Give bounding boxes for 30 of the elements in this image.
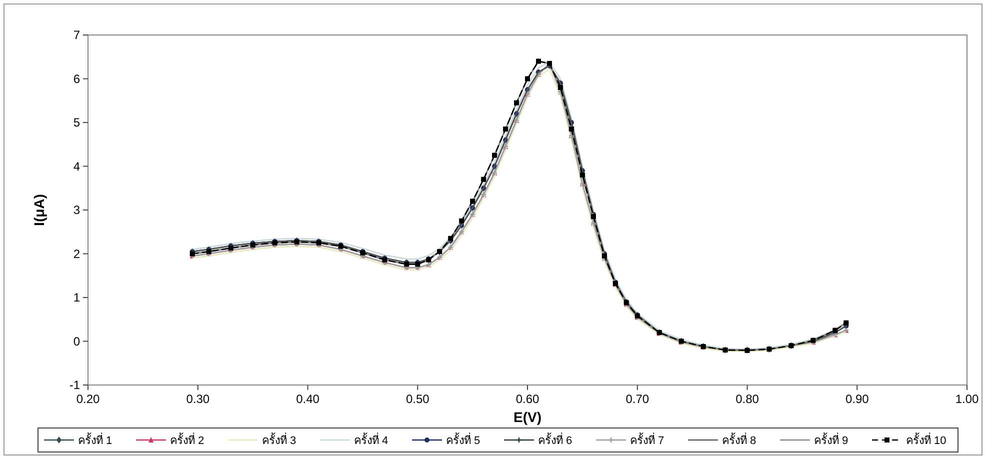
legend-label: ครั้งที่ 6	[538, 432, 572, 447]
y-tick-label: 2	[73, 246, 80, 261]
x-tick-label: 0.70	[626, 392, 650, 406]
y-axis-title: I(μA)	[31, 194, 47, 226]
y-tick-label: 7	[73, 28, 80, 42]
x-axis-title: E(V)	[514, 409, 542, 425]
legend-label: ครั้งที่ 5	[446, 432, 480, 447]
x-tick-label: 0.30	[186, 392, 210, 406]
legend-label: ครั้งที่ 3	[262, 432, 296, 447]
y-tick-label: 3	[73, 203, 80, 217]
x-tick-label: 0.40	[296, 392, 320, 406]
legend-label: ครั้งที่ 7	[630, 432, 664, 447]
legend-label: ครั้งที่ 1	[78, 432, 112, 447]
legend-label: ครั้งที่ 8	[722, 432, 756, 447]
y-tick-label: 4	[73, 159, 80, 174]
y-tick-label: 1	[73, 290, 80, 304]
legend-label: ครั้งที่ 9	[814, 432, 848, 447]
y-tick-label: 6	[73, 72, 80, 86]
legend-label: ครั้งที่ 2	[170, 432, 204, 447]
x-tick-label: 0.90	[845, 392, 870, 406]
y-tick-label: -1	[69, 378, 80, 392]
x-tick-label: 0.20	[76, 392, 100, 406]
legend-label: ครั้งที่ 4	[354, 432, 388, 447]
y-tick-label: 0	[73, 334, 80, 348]
x-tick-label: 1.00	[955, 392, 979, 406]
legend-label: ครั้งที่ 10	[906, 432, 946, 447]
x-tick-label: 0.80	[736, 392, 760, 406]
x-tick-label: 0.50	[406, 392, 430, 406]
x-tick-label: 0.60	[516, 392, 540, 406]
y-tick-label: 5	[73, 116, 80, 130]
